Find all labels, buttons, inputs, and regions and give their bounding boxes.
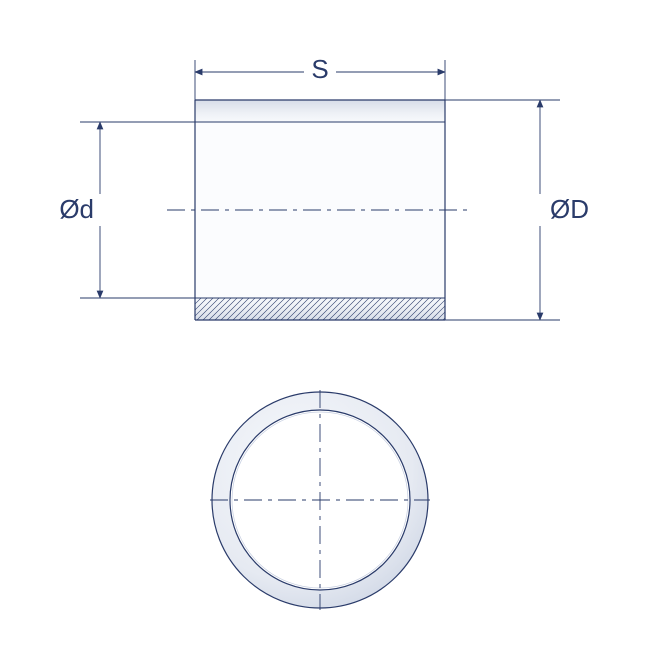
side-view-top-wall: [195, 100, 445, 122]
bush-side-view: [167, 100, 489, 320]
bush-end-view: [210, 390, 430, 610]
dimension-id-label: Ød: [59, 194, 94, 224]
dimension-s-label: S: [311, 54, 328, 84]
dimension-length-s: S: [195, 54, 445, 100]
dimension-od-label: ØD: [550, 194, 589, 224]
